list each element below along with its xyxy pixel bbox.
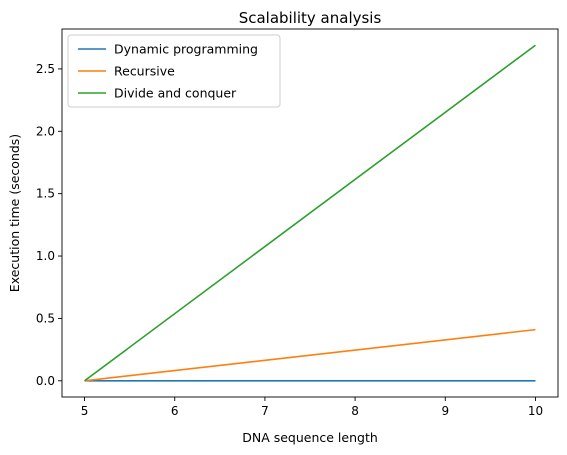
plot-frame	[61, 28, 559, 398]
series-line-2	[84, 328, 536, 382]
chart-title: Scalability analysis	[239, 9, 382, 27]
y-tick-label: 0.5	[36, 311, 55, 325]
y-tick-label: 2.5	[36, 62, 55, 76]
y-tick-label: 2.0	[36, 124, 55, 138]
x-axis-title: DNA sequence length	[242, 430, 378, 445]
series-line-3	[84, 44, 536, 382]
x-tick-label: 6	[171, 404, 179, 418]
legend-label-1: Dynamic programming	[114, 42, 258, 57]
x-tick-label: 7	[261, 404, 269, 418]
y-tick-label: 0.0	[36, 374, 55, 388]
x-tick-label: 8	[351, 404, 359, 418]
legend-label-3: Divide and conquer	[114, 86, 237, 101]
y-axis-title: Execution time (seconds)	[7, 134, 22, 292]
legend-box	[67, 34, 281, 108]
legend: Dynamic programming Recursive Divide and c…	[67, 34, 281, 108]
y-tick-label: 1.5	[36, 187, 55, 201]
x-tick-label: 10	[528, 404, 543, 418]
plot-area: 5 6 7 8 9 10 0.0 0.5 1.0 1.5 2.0 2.5	[36, 28, 559, 418]
legend-label-2: Recursive	[114, 64, 175, 79]
x-tick-label: 5	[81, 404, 89, 418]
y-tick-label: 1.0	[36, 249, 55, 263]
x-tick-label: 9	[441, 404, 449, 418]
